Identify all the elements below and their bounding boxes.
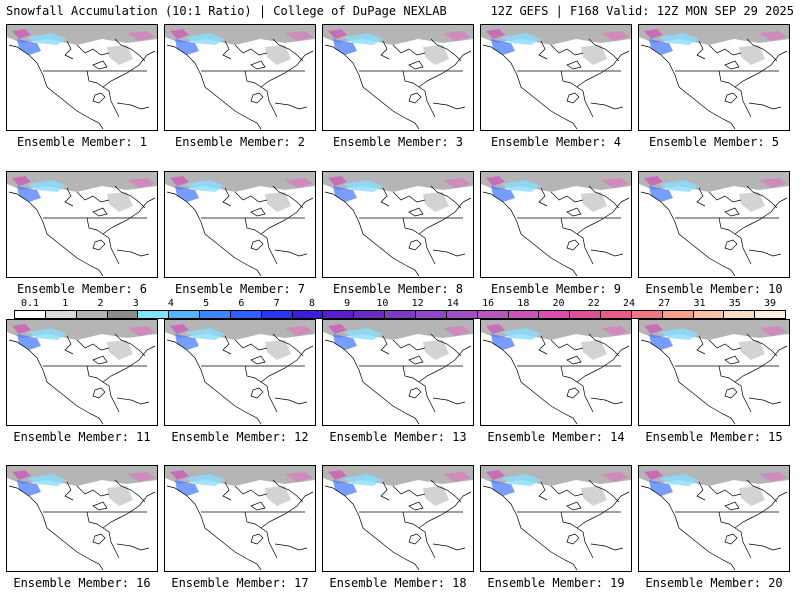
colorbar-swatch: [601, 311, 632, 318]
colorbar-swatch: [724, 311, 756, 318]
colorbar-tick-label: 4: [167, 298, 174, 309]
colorbar-swatch: [323, 311, 355, 318]
ensemble-member-map: [638, 171, 790, 278]
ensemble-member-label: Ensemble Member: 9: [490, 282, 622, 296]
colorbar-tick-label: 7: [273, 298, 280, 309]
colorbar-swatch: [570, 311, 602, 318]
ensemble-member-label: Ensemble Member: 17: [171, 576, 309, 590]
colorbar-swatch: [261, 311, 293, 318]
ensemble-member-label: Ensemble Member: 2: [174, 135, 306, 149]
ensemble-member-map: [164, 24, 316, 131]
ensemble-member-label: Ensemble Member: 4: [490, 135, 622, 149]
colorbar-tick-label: 14: [446, 298, 459, 309]
colorbar-tick-label: 2: [97, 298, 104, 309]
ensemble-member-label: Ensemble Member: 12: [171, 430, 309, 444]
ensemble-member-label: Ensemble Member: 20: [645, 576, 783, 590]
colorbar-tick-label: 35: [728, 298, 741, 309]
ensemble-member-label: Ensemble Member: 10: [645, 282, 783, 296]
ensemble-member-map: [638, 465, 790, 572]
ensemble-member-map: [480, 319, 632, 426]
colorbar-tick-label: 6: [238, 298, 245, 309]
colorbar-swatches: [14, 310, 786, 319]
model-run-info: 12Z GEFS | F168 Valid: 12Z MON SEP 29 20…: [490, 4, 794, 18]
ensemble-member-map: [480, 465, 632, 572]
colorbar-swatch: [508, 311, 540, 318]
colorbar-swatch: [539, 311, 571, 318]
colorbar-swatch: [45, 311, 77, 318]
ensemble-member-label: Ensemble Member: 16: [13, 576, 151, 590]
colorbar-swatch: [15, 311, 46, 318]
colorbar-tick-label: 1: [62, 298, 69, 309]
colorbar-swatch: [76, 311, 108, 318]
colorbar-swatch: [693, 311, 725, 318]
colorbar-swatch: [200, 311, 231, 318]
ensemble-member-map: [480, 171, 632, 278]
colorbar-tick-label: 5: [203, 298, 210, 309]
ensemble-member-map: [6, 319, 158, 426]
ensemble-member-map: [322, 465, 474, 572]
ensemble-member-label: Ensemble Member: 6: [16, 282, 148, 296]
colorbar-tick-label: 12: [411, 298, 424, 309]
ensemble-member-map: [322, 171, 474, 278]
colorbar-tick-label: 27: [658, 298, 671, 309]
colorbar-swatch: [631, 311, 663, 318]
colorbar-labels: 0.1 1 2 3 4 5 6 7 8 9 10 12 14 16 18 20 22 24 27 31 35 39: [14, 298, 786, 310]
colorbar-tick-label: 22: [587, 298, 600, 309]
ensemble-member-map: [638, 24, 790, 131]
ensemble-member-map: [322, 319, 474, 426]
colorbar-tick-label: 18: [517, 298, 530, 309]
colorbar-tick-label: 39: [763, 298, 777, 309]
colorbar-swatch: [169, 311, 201, 318]
colorbar-swatch: [138, 311, 170, 318]
colorbar-tick-label: 24: [623, 298, 636, 309]
ensemble-member-map: [322, 24, 474, 131]
colorbar-tick-label: 31: [693, 298, 706, 309]
ensemble-member-map: [480, 24, 632, 131]
colorbar-swatch: [755, 311, 786, 318]
ensemble-member-map: [6, 465, 158, 572]
ensemble-member-map: [164, 171, 316, 278]
colorbar-tick-label: 3: [132, 298, 139, 309]
page-title: Snowfall Accumulation (10:1 Ratio) | Col…: [6, 4, 447, 18]
ensemble-member-label: Ensemble Member: 3: [332, 135, 464, 149]
ensemble-member-label: Ensemble Member: 11: [13, 430, 151, 444]
colorbar-tick-label: 0.1: [20, 298, 40, 309]
ensemble-member-label: Ensemble Member: 19: [487, 576, 625, 590]
colorbar-swatch: [107, 311, 139, 318]
colorbar-swatch: [354, 311, 386, 318]
ensemble-member-label: Ensemble Member: 8: [332, 282, 464, 296]
ensemble-member-label: Ensemble Member: 14: [487, 430, 625, 444]
ensemble-member-map: [164, 319, 316, 426]
ensemble-member-label: Ensemble Member: 7: [174, 282, 306, 296]
colorbar-swatch: [385, 311, 416, 318]
ensemble-member-map: [6, 24, 158, 131]
snowfall-colorbar: 0.1 1 2 3 4 5 6 7 8 9 10 12 14 16 18 20 22 24 27 31 35 39: [14, 298, 786, 319]
ensemble-member-map: [164, 465, 316, 572]
colorbar-swatch: [446, 311, 478, 318]
ensemble-member-label: Ensemble Member: 15: [645, 430, 783, 444]
colorbar-tick-label: 10: [376, 298, 389, 309]
colorbar-tick-label: 20: [552, 298, 565, 309]
colorbar-swatch: [662, 311, 694, 318]
colorbar-swatch: [477, 311, 509, 318]
ensemble-member-label: Ensemble Member: 18: [329, 576, 467, 590]
ensemble-member-map: [638, 319, 790, 426]
colorbar-tick-label: 8: [308, 298, 315, 309]
ensemble-member-map: [6, 171, 158, 278]
colorbar-swatch: [230, 311, 262, 318]
colorbar-tick-label: 16: [482, 298, 495, 309]
colorbar-swatch: [292, 311, 324, 318]
ensemble-member-label: Ensemble Member: 5: [648, 135, 780, 149]
ensemble-member-label: Ensemble Member: 1: [16, 135, 148, 149]
colorbar-swatch: [415, 311, 447, 318]
ensemble-member-label: Ensemble Member: 13: [329, 430, 467, 444]
colorbar-tick-label: 9: [344, 298, 351, 309]
